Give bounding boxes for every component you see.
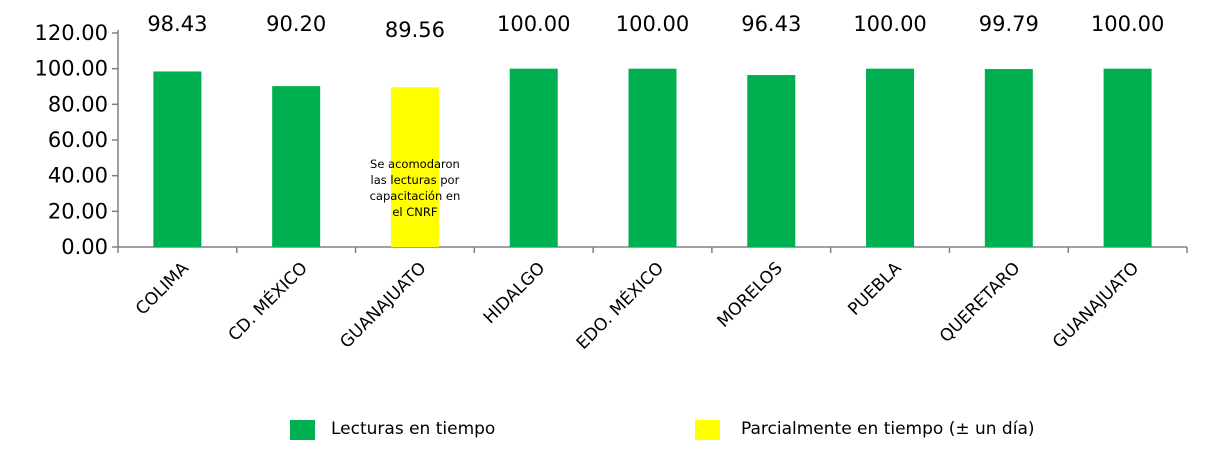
x-tick-label: GUANAJUATO	[336, 258, 430, 352]
y-tick-label: 80.00	[48, 92, 108, 116]
y-tick-label: 20.00	[48, 199, 108, 223]
data-label: 96.43	[741, 12, 801, 36]
data-label: 90.20	[266, 12, 326, 36]
bar	[390, 87, 439, 247]
data-label: 99.79	[979, 12, 1039, 36]
legend-swatch-on-time	[290, 420, 315, 440]
y-tick-label: 100.00	[35, 57, 108, 81]
x-tick-label: CD. MÉXICO	[223, 257, 311, 345]
bar	[628, 68, 677, 248]
y-tick-label: 0.00	[61, 235, 108, 259]
bar	[153, 71, 202, 248]
annotation-line: Se acomodaron	[370, 157, 460, 171]
bar	[509, 68, 558, 248]
y-tick-label: 60.00	[48, 128, 108, 152]
data-label: 100.00	[853, 12, 926, 36]
data-label: 100.00	[497, 12, 570, 36]
x-tick-label: PUEBLA	[844, 258, 905, 319]
y-tick-label: 40.00	[48, 164, 108, 188]
x-tick-label: GUANAJUATO	[1049, 258, 1143, 352]
x-tick-label: QUERETARO	[936, 258, 1024, 346]
bar	[272, 86, 321, 247]
annotation-line: las lecturas por	[371, 173, 460, 187]
annotation-line: capacitación en	[370, 189, 461, 203]
data-label: 89.56	[385, 18, 445, 42]
data-label: 100.00	[1091, 12, 1164, 36]
x-tick-label: EDO. MÉXICO	[571, 257, 668, 354]
bar	[984, 69, 1033, 247]
bar	[747, 75, 796, 247]
bar	[866, 68, 915, 248]
legend-swatch-partial	[695, 420, 720, 440]
data-label: 98.43	[147, 12, 207, 36]
annotation-line: el CNRF	[392, 205, 437, 219]
y-tick-label: 120.00	[35, 21, 108, 45]
legend-label-on-time: Lecturas en tiempo	[331, 419, 495, 439]
legend-label-partial: Parcialmente en tiempo (± un día)	[741, 419, 1035, 439]
x-tick-label: COLIMA	[132, 258, 193, 319]
x-tick-label: HIDALGO	[480, 258, 549, 327]
data-label: 100.00	[616, 12, 689, 36]
bar	[1103, 68, 1152, 248]
x-tick-label: MORELOS	[714, 258, 787, 331]
